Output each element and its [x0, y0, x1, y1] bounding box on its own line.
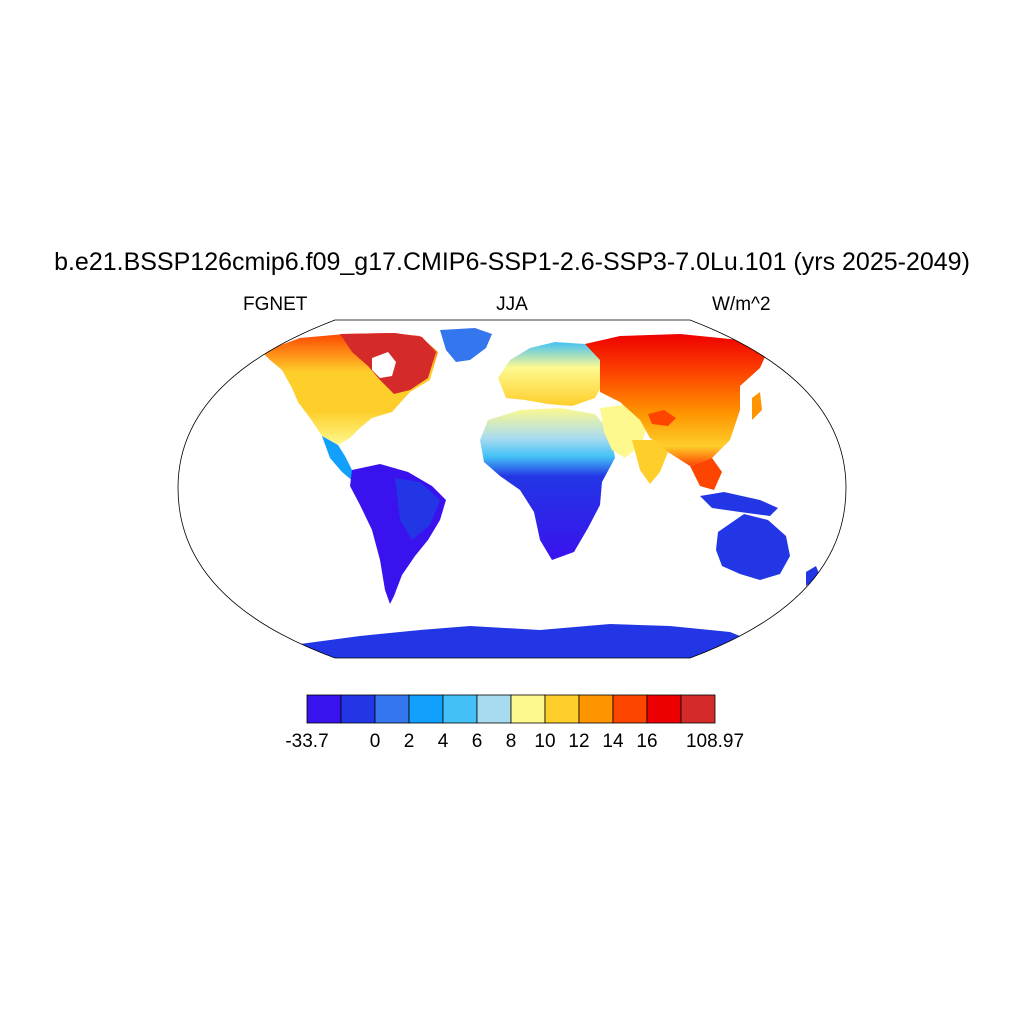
india-region	[632, 440, 668, 484]
colorbar-tick-label: 108.97	[685, 731, 745, 752]
southeast-asia-region	[690, 458, 722, 490]
colorbar-tick-label: 8	[505, 731, 517, 752]
tibet-region	[648, 410, 676, 426]
colorbar-swatch	[544, 694, 580, 724]
colorbar-tick-label: 14	[602, 731, 624, 752]
europe-region	[498, 342, 605, 406]
colorbar-swatch	[306, 694, 342, 724]
land-layer	[262, 328, 820, 658]
new-zealand-region	[806, 566, 820, 586]
central-america-region	[322, 436, 360, 482]
colorbar-swatch	[680, 694, 716, 724]
colorbar-tick-label: -33.7	[285, 731, 329, 752]
antarctica-region	[290, 624, 760, 658]
colorbar-tick-label: 6	[471, 731, 483, 752]
colorbar-tick-label: 10	[534, 731, 556, 752]
variable-label: FGNET	[243, 294, 308, 315]
colorbar-swatch	[646, 694, 682, 724]
colorbar-tick-label: 4	[437, 731, 449, 752]
colorbar-swatch	[578, 694, 614, 724]
indonesia-region	[700, 492, 778, 516]
season-label: JJA	[496, 294, 528, 315]
plot-title: b.e21.BSSP126cmip6.f09_g17.CMIP6-SSP1-2.…	[54, 248, 970, 276]
south-america-east	[395, 478, 440, 540]
globe-outline	[177, 319, 847, 659]
colorbar-tick-label: 16	[636, 731, 658, 752]
japan-region	[752, 392, 762, 420]
colorbar-tick-label: 12	[568, 731, 590, 752]
australia-region	[716, 514, 790, 580]
units-label: W/m^2	[712, 294, 771, 315]
colorbar-swatch	[374, 694, 410, 724]
colorbar	[306, 694, 716, 724]
colorbar-swatch	[442, 694, 478, 724]
greenland-region	[440, 328, 492, 362]
colorbar-tick-label: 2	[403, 731, 415, 752]
colorbar-swatch	[340, 694, 376, 724]
africa-region	[480, 408, 615, 560]
colorbar-swatch	[408, 694, 444, 724]
hudson-bay	[372, 352, 396, 378]
colorbar-swatch	[510, 694, 546, 724]
colorbar-swatch	[476, 694, 512, 724]
colorbar-tick-label: 0	[369, 731, 381, 752]
asia-region	[585, 334, 768, 466]
colorbar-swatch	[612, 694, 648, 724]
